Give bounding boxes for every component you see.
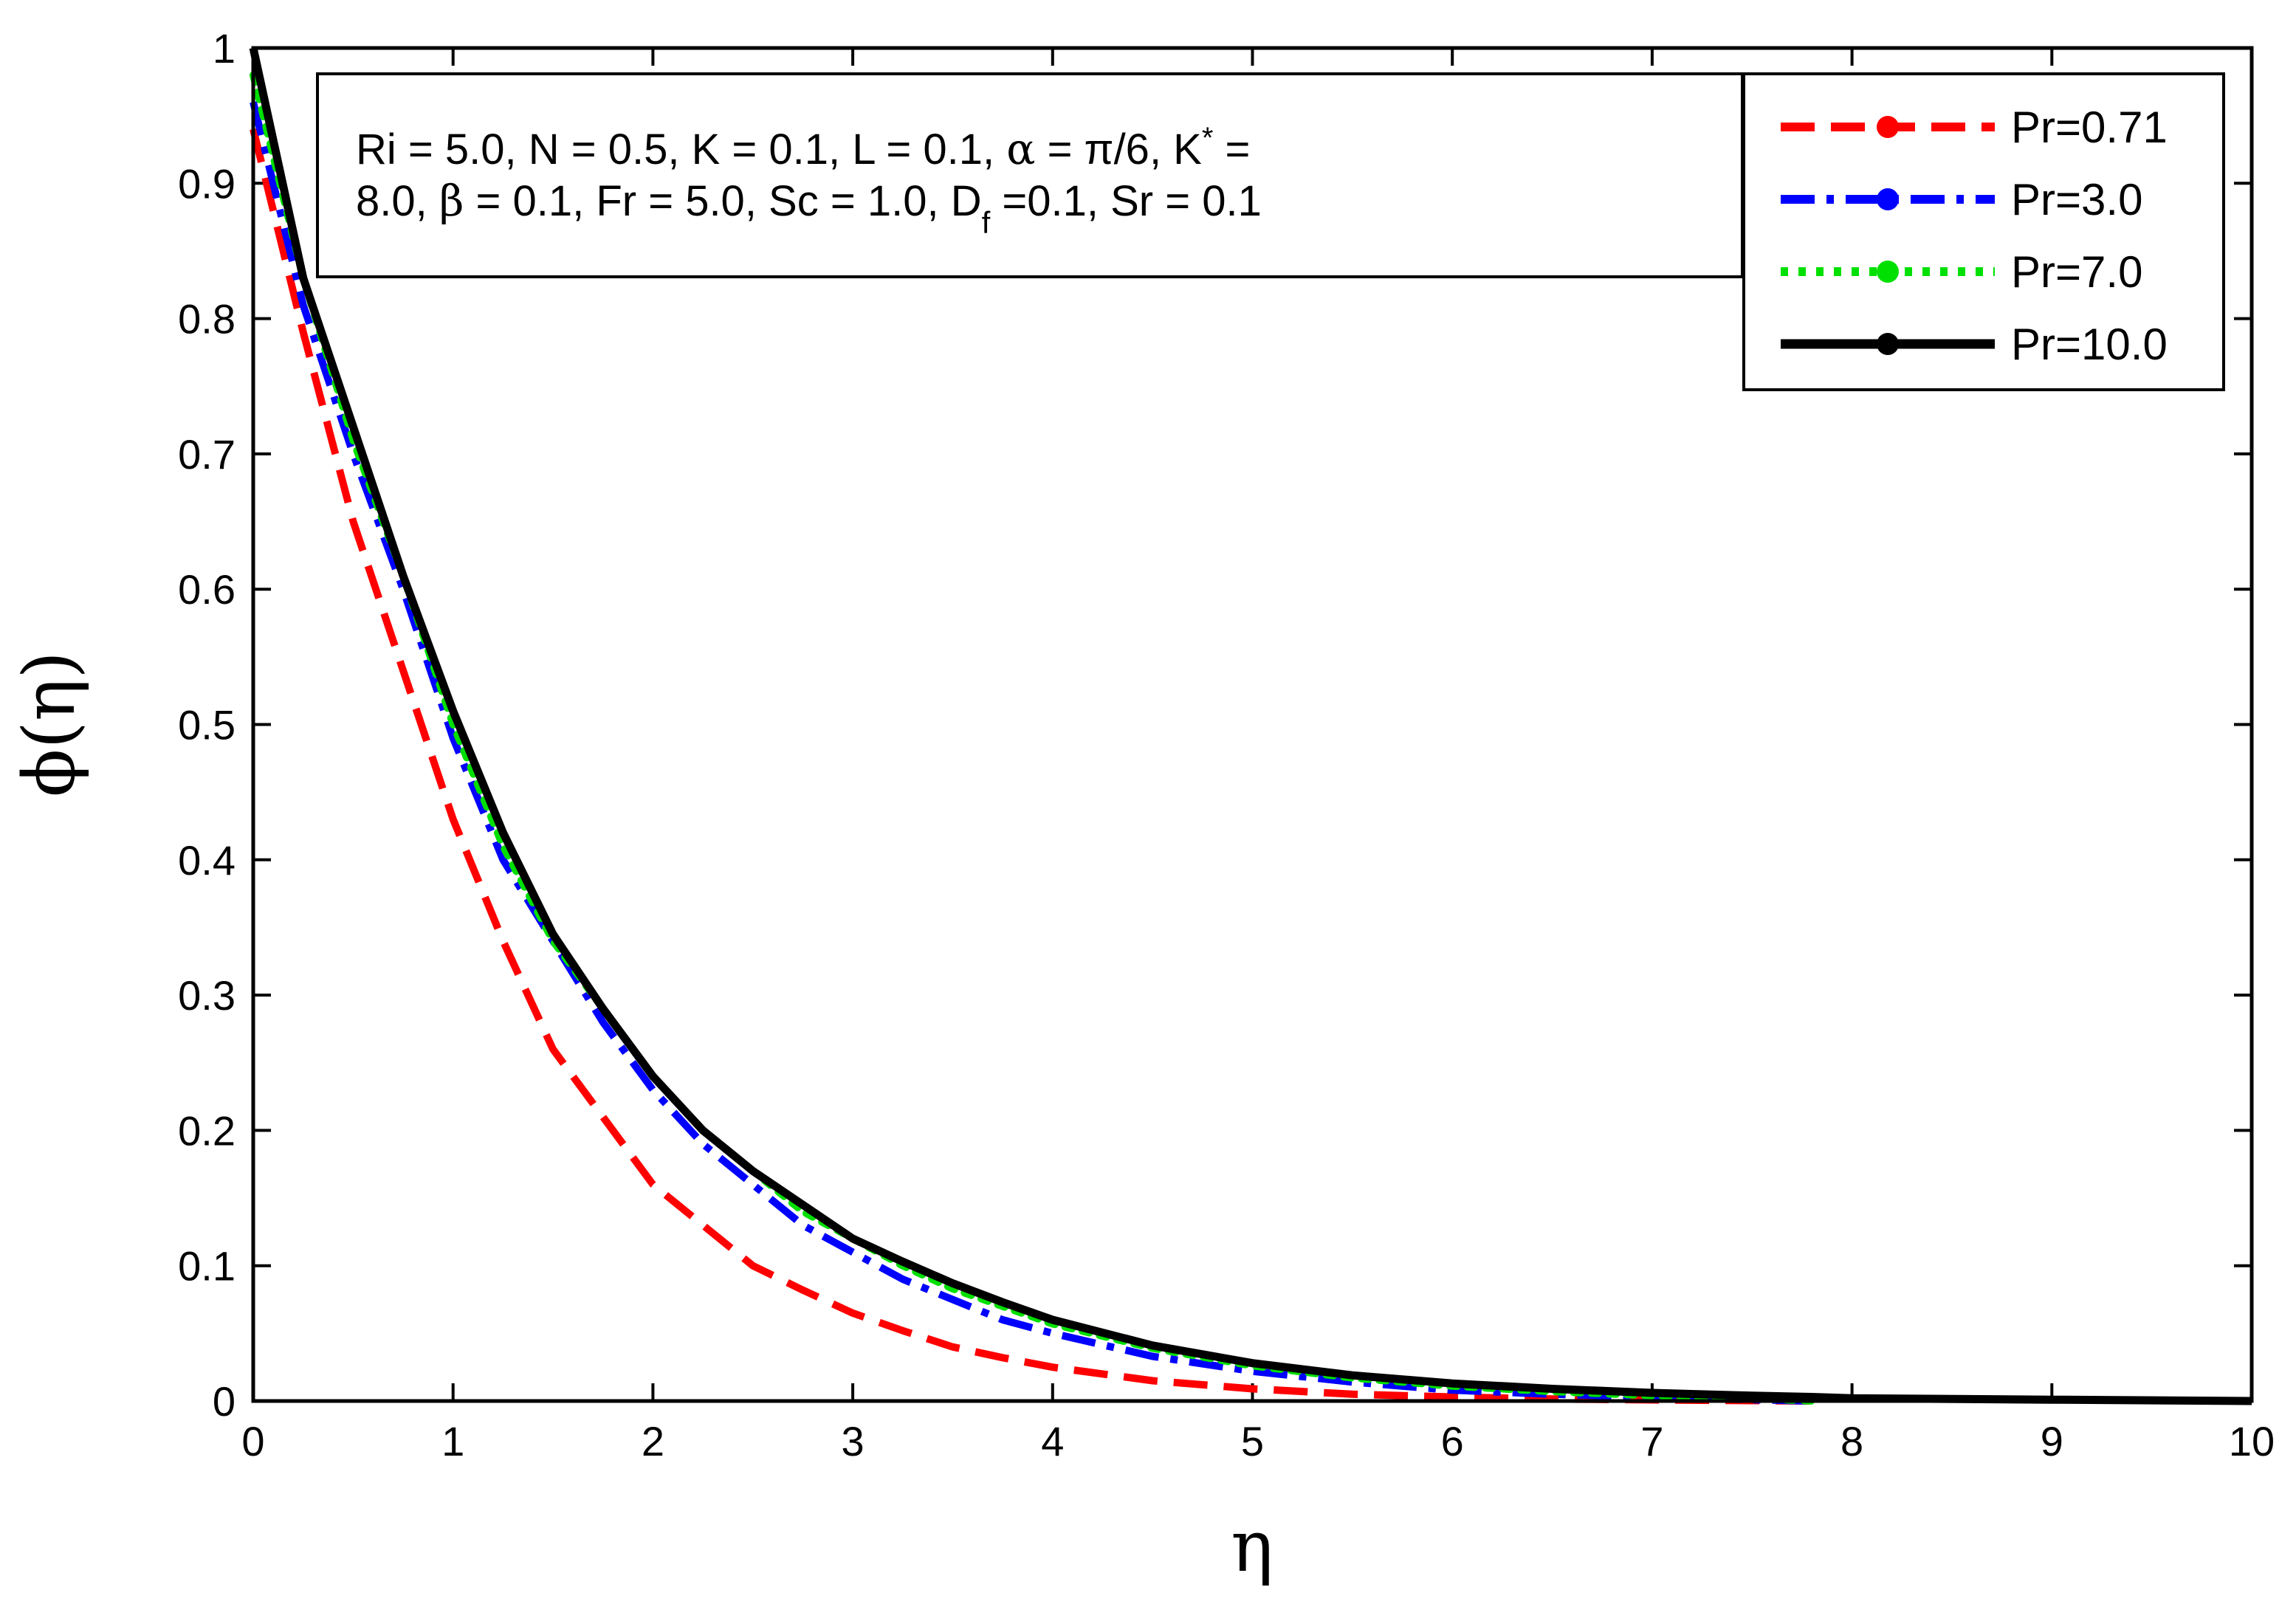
annotation-line-1-b: = π/6, K [1035,125,1202,173]
y-tick-label: 0.1 [178,1243,236,1290]
x-tick-label: 2 [642,1418,664,1464]
annotation-frame [316,72,1744,278]
x-tick-label: 8 [1840,1418,1863,1464]
x-tick-label: 1 [441,1418,464,1464]
plot-frame [251,46,2254,1403]
y-tick-label: 0.8 [178,296,236,343]
annotation-line-2: 8.0, β = 0.1, Fr = 5.0, Sc = 1.0, Df =0.… [356,176,1262,240]
x-tick-label: 0 [241,1418,264,1464]
x-axis-label: η [1231,1505,1274,1588]
x-tick-label: 4 [1041,1418,1064,1464]
y-tick-label: 0.9 [178,160,236,207]
legend-marker [1877,188,1899,210]
series-layer [249,47,2252,1405]
legend-label: Pr=0.71 [2011,103,2168,152]
annotation-box: Ri = 5.0, N = 0.5, K = 0.1, L = 0.1, α =… [316,72,1744,278]
y-axis-label: ϕ(η) [8,651,91,797]
series-line [250,101,1812,1405]
x-tick-label: 10 [2229,1418,2275,1464]
legend-marker [1877,333,1899,355]
annotation-alpha: α [1006,124,1035,174]
y-tick-label: 0.7 [178,431,236,478]
annotation-line-2-c: =0.1, Sr = 0.1 [990,177,1262,225]
y-tick-label: 0.5 [178,702,236,748]
y-tick-label: 0.3 [178,972,236,1019]
legend: Pr=0.71 Pr=3.0 Pr=7.0 Pr=10.0 [1742,72,2225,391]
legend-marker [1877,116,1899,138]
y-tick-label: 0 [213,1378,236,1425]
x-tick-label: 3 [842,1418,865,1464]
legend-label: Pr=7.0 [2011,247,2142,297]
y-tick-label: 1 [213,25,236,72]
annotation-line-2-b: = 0.1, Fr = 5.0, Sc = 1.0, D [464,177,981,225]
annotation-line-1-a: Ri = 5.0, N = 0.5, K = 0.1, L = 0.1, [356,125,1006,173]
x-tick-label: 5 [1241,1418,1264,1464]
legend-marker [1877,261,1899,283]
annotation-line-1: Ri = 5.0, N = 0.5, K = 0.1, L = 0.1, α =… [356,122,1250,174]
series-line [249,47,2252,1405]
annotation-star: * [1202,122,1214,154]
annotation-beta: β [439,176,464,226]
y-tick-label: 0.2 [178,1107,236,1154]
x-tick-label: 6 [1441,1418,1464,1464]
legend-label: Pr=10.0 [2011,320,2168,369]
ticks-layer: 0 1 2 3 4 5 6 7 8 9 10 0 0.1 0.2 0.3 0.4 0.5 0.6 0.7 0.8 0.9… [178,25,2275,1464]
series-line [250,128,1812,1405]
y-tick-label: 0.6 [178,566,236,613]
legend-label: Pr=3.0 [2011,175,2142,224]
y-tick-label: 0.4 [178,837,236,884]
annotation-subscript-f: f [982,205,991,240]
x-tick-label: 9 [2041,1418,2063,1464]
x-tick-label: 7 [1640,1418,1663,1464]
annotation-line-1-c: = [1213,125,1250,173]
annotation-line-2-a: 8.0, [356,177,439,225]
